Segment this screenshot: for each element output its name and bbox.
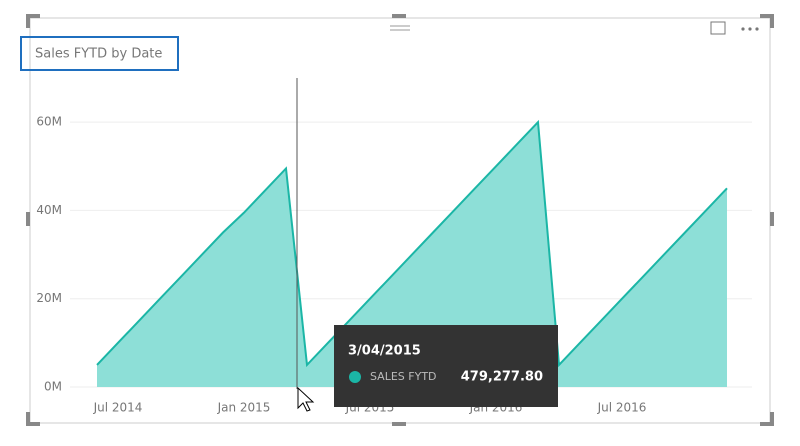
x-tick-label: Jul 2016 — [597, 401, 647, 415]
tooltip-value: 479,277.80 — [461, 370, 543, 385]
y-tick-label: 40M — [36, 203, 62, 217]
tooltip-date: 3/04/2015 — [348, 344, 421, 359]
frame-handles — [26, 14, 774, 426]
y-tick-label: 60M — [36, 115, 62, 129]
more-options-icon[interactable] — [741, 27, 759, 31]
drag-handle[interactable] — [390, 25, 410, 31]
mouse-cursor — [297, 386, 315, 412]
y-tick-label: 0M — [44, 380, 62, 394]
line — [96, 119, 728, 368]
tooltip-series: SALES FYTD — [370, 370, 437, 383]
x-tick-label: Jan 2015 — [217, 401, 271, 415]
y-tick-label: 20M — [36, 291, 62, 305]
title-highlight — [20, 36, 179, 71]
tooltip-box — [334, 325, 558, 407]
tooltip-swatch — [349, 371, 361, 383]
tooltip: 3/04/2015 SALES FYTD 479,277.80 — [334, 325, 558, 407]
focus-mode-icon[interactable] — [710, 21, 726, 35]
x-tick-label: Jul 2014 — [93, 401, 143, 415]
chart-title: Sales FYTD by Date — [35, 47, 162, 62]
